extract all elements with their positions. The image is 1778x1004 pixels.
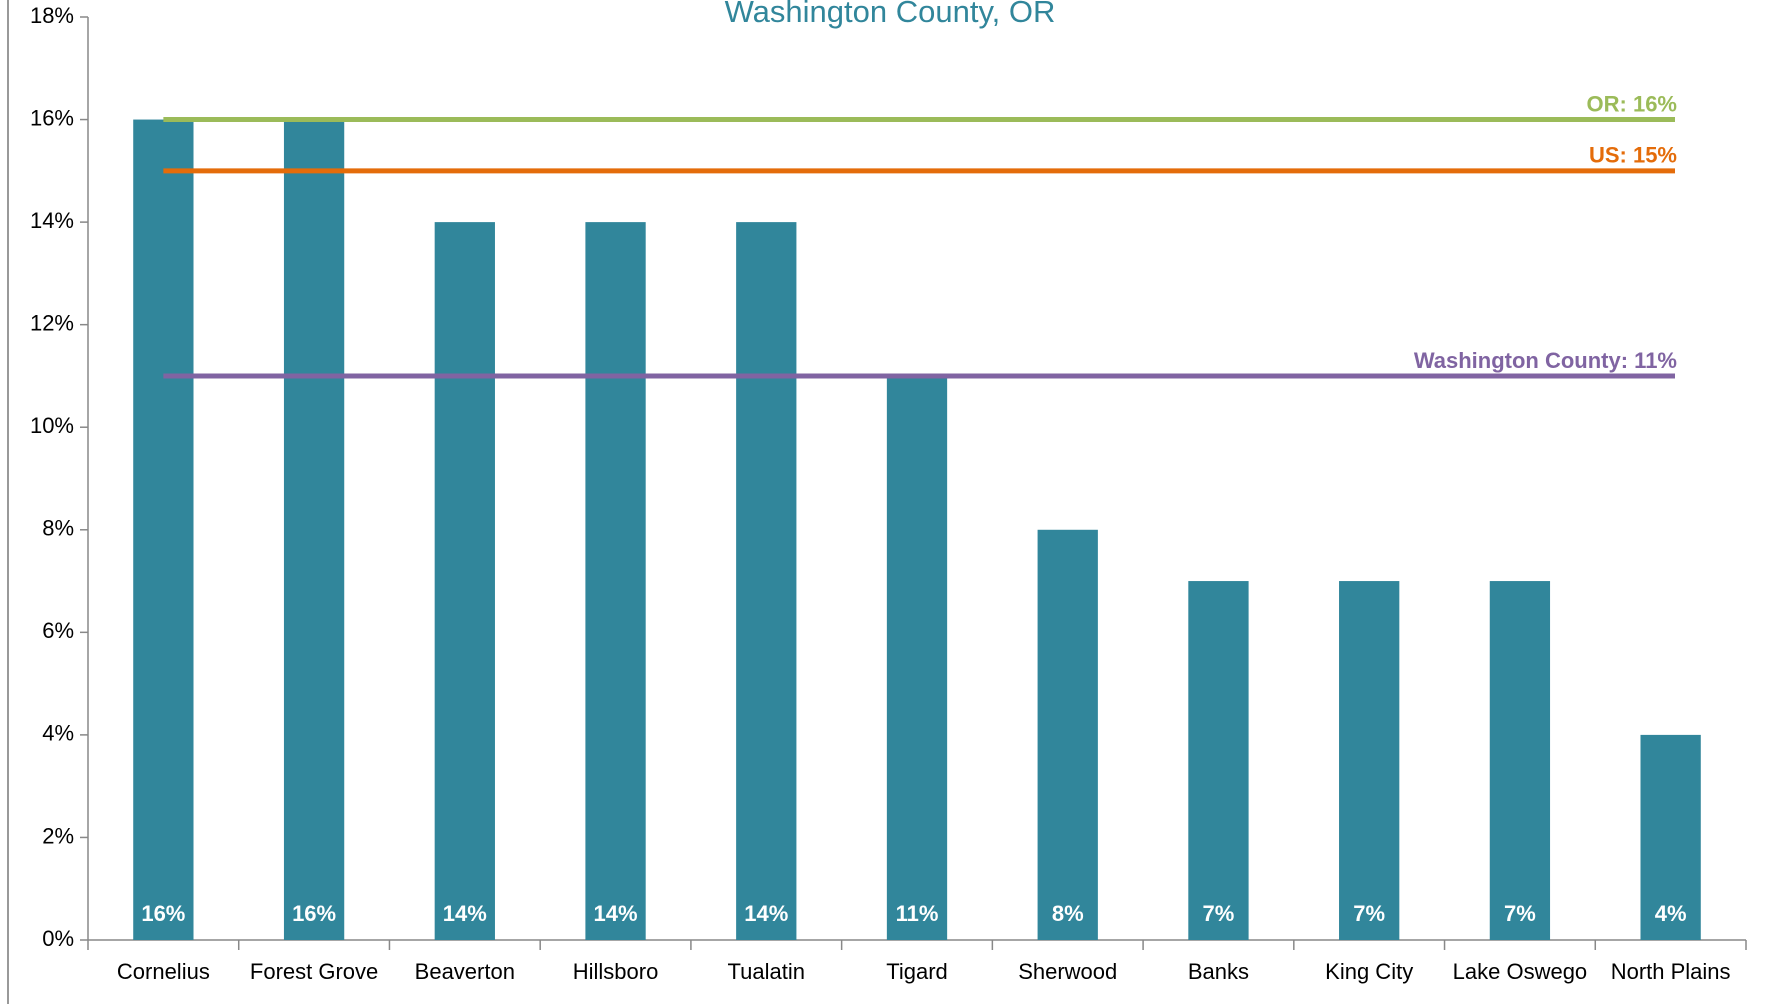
- y-tick-label: 16%: [30, 105, 74, 130]
- bar: [283, 119, 345, 941]
- data-label: 14%: [443, 901, 487, 926]
- y-tick-label: 8%: [42, 516, 74, 541]
- reference-label: US: 15%: [1589, 143, 1677, 168]
- bar: [736, 222, 797, 941]
- x-tick-label: King City: [1325, 959, 1413, 984]
- reference-label: OR: 16%: [1587, 91, 1677, 116]
- data-label: 16%: [141, 901, 185, 926]
- x-tick-label: Forest Grove: [250, 959, 378, 984]
- y-tick-label: 6%: [42, 618, 74, 643]
- bar: [434, 222, 495, 941]
- x-tick-label: North Plains: [1611, 959, 1731, 984]
- bar: [1339, 581, 1400, 940]
- data-label: 4%: [1655, 901, 1687, 926]
- data-label: 7%: [1504, 901, 1536, 926]
- data-label: 7%: [1353, 901, 1385, 926]
- data-label: 7%: [1203, 901, 1235, 926]
- x-tick-label: Beaverton: [415, 959, 515, 984]
- data-label: 11%: [896, 901, 939, 926]
- bar: [1640, 734, 1701, 940]
- bar: [1037, 529, 1098, 940]
- x-tick-label: Tigard: [886, 959, 948, 984]
- y-tick-label: 2%: [42, 823, 74, 848]
- x-tick-label: Tualatin: [728, 959, 805, 984]
- bar: [1489, 581, 1551, 940]
- y-tick-label: 12%: [30, 310, 74, 335]
- chart-title: Washington County, OR: [725, 0, 1056, 29]
- x-tick-label: Sherwood: [1018, 959, 1117, 984]
- data-label: 14%: [594, 901, 638, 926]
- y-tick-label: 0%: [42, 926, 74, 951]
- x-tick-label: Hillsboro: [573, 959, 659, 984]
- data-label: 8%: [1052, 901, 1084, 926]
- y-tick-label: 10%: [30, 413, 74, 438]
- x-tick-label: Lake Oswego: [1453, 959, 1588, 984]
- data-label: 16%: [292, 901, 336, 926]
- bar: [585, 222, 646, 941]
- y-tick-label: 14%: [30, 208, 74, 233]
- y-tick-label: 18%: [30, 3, 74, 28]
- y-tick-label: 4%: [42, 721, 74, 746]
- bar: [1188, 581, 1249, 940]
- x-tick-label: Banks: [1188, 959, 1249, 984]
- bar: [886, 375, 948, 940]
- data-label: 14%: [744, 901, 788, 926]
- bar: [133, 119, 194, 941]
- x-tick-label: Cornelius: [117, 959, 210, 984]
- reference-label: Washington County: 11%: [1414, 348, 1677, 373]
